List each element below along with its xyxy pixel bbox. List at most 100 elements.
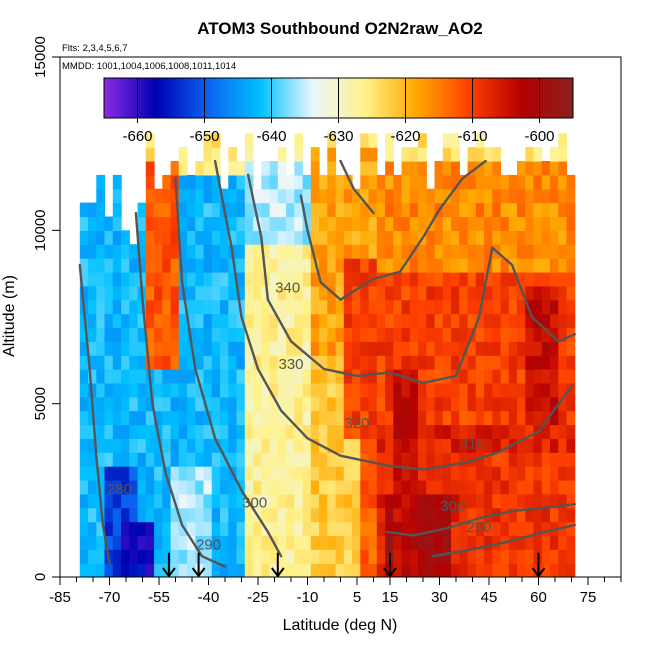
heatmap-cell [294,258,304,273]
heatmap-cell [385,147,394,162]
heatmap-cell [418,271,427,287]
colorbar-swatch [191,78,195,118]
heatmap-cell [79,230,89,245]
colorbar-swatch [298,78,303,118]
heatmap-cell [352,188,361,204]
heatmap-cell [451,479,460,495]
heatmap-cell [459,369,469,384]
heatmap-cell [508,382,518,398]
heatmap-cell [162,410,172,426]
heatmap-cell [195,188,205,204]
heatmap-cell [442,133,452,148]
heatmap-cell [294,493,304,509]
heatmap-cell [541,230,551,245]
heatmap-cell [376,507,386,523]
heatmap-cell [533,410,543,426]
colorbar-swatch [321,78,326,118]
heatmap-cell [104,285,114,301]
heatmap-cell [508,521,518,536]
heatmap-cell [492,216,502,231]
heatmap-cell [517,410,526,426]
heatmap-cell [261,479,271,495]
heatmap-cell [88,341,97,356]
colorbar-swatch [261,78,266,118]
heatmap-cell [451,202,460,218]
heatmap-cell [401,285,411,301]
heatmap-cell [310,313,320,328]
heatmap-cell [385,438,394,453]
heatmap-cell [137,424,147,439]
heatmap-cell [236,369,246,384]
heatmap-cell [187,507,196,523]
contour-label: 290 [467,519,492,536]
heatmap-cell [492,161,502,176]
heatmap-cell [327,202,337,218]
heatmap-cell [517,479,526,495]
heatmap-cell [319,299,328,315]
heatmap-cell [286,507,295,523]
heatmap-cell [360,410,370,426]
heatmap-cell [112,244,122,259]
colorbar-swatch [418,78,423,118]
colorbar-swatch [435,78,440,118]
heatmap-cell [517,299,526,315]
heatmap-cell [203,369,213,384]
x-tick-label: 30 [431,589,448,606]
heatmap-cell [178,258,188,273]
x-tick-label: -85 [49,589,71,606]
colorbar-swatch [294,78,299,118]
colorbar-swatch [301,78,306,118]
heatmap-cell [88,355,97,370]
heatmap-cell [244,313,254,328]
heatmap-cell [335,452,345,467]
heatmap-cell [129,299,139,315]
heatmap-cell [418,424,427,439]
heatmap-cell [368,327,378,342]
heatmap-cell [228,285,238,301]
heatmap-cell [137,535,147,550]
heatmap-cell [286,299,295,315]
heatmap-cell [566,507,576,523]
heatmap-cell [451,452,460,467]
heatmap-cell [327,230,337,245]
heatmap-cell [145,521,155,536]
heatmap-cell [434,479,444,495]
heatmap-cell [335,188,345,204]
colorbar-swatch [308,78,313,118]
heatmap-cell [418,299,427,315]
heatmap-cell [393,285,403,301]
colorbar-swatch [315,78,319,118]
heatmap-cell [211,355,221,370]
heatmap-cell [484,355,493,370]
heatmap-cell [459,341,469,356]
heatmap-cell [500,216,510,231]
heatmap-cell [195,563,205,577]
arrow-layer [162,552,546,577]
heatmap-cell [401,188,411,204]
colorbar-swatch [372,78,376,118]
heatmap-cell [211,341,221,356]
heatmap-cell [112,216,122,231]
heatmap-cell [211,271,221,287]
heatmap-cell [409,285,419,301]
heatmap-cell [467,563,477,577]
heatmap-cell [360,285,370,301]
heatmap-cell [228,174,238,190]
heatmap-cell [385,230,394,245]
heatmap-cell [203,133,213,148]
heatmap-cell [525,438,535,453]
heatmap-cell [211,479,221,495]
heatmap-cell [409,396,419,412]
contour-label: 320 [344,415,369,432]
heatmap-cell [277,369,287,384]
heatmap-cell [96,535,106,550]
heatmap-cell [261,396,271,412]
heatmap-cell [368,188,378,204]
heatmap-cell [327,369,337,384]
heatmap-cell [187,438,196,453]
x-tick-label: -25 [247,589,269,606]
heatmap-cell [195,313,205,328]
heatmap-cell [368,466,378,481]
heatmap-cell [104,327,114,342]
heatmap-cell [327,355,337,370]
